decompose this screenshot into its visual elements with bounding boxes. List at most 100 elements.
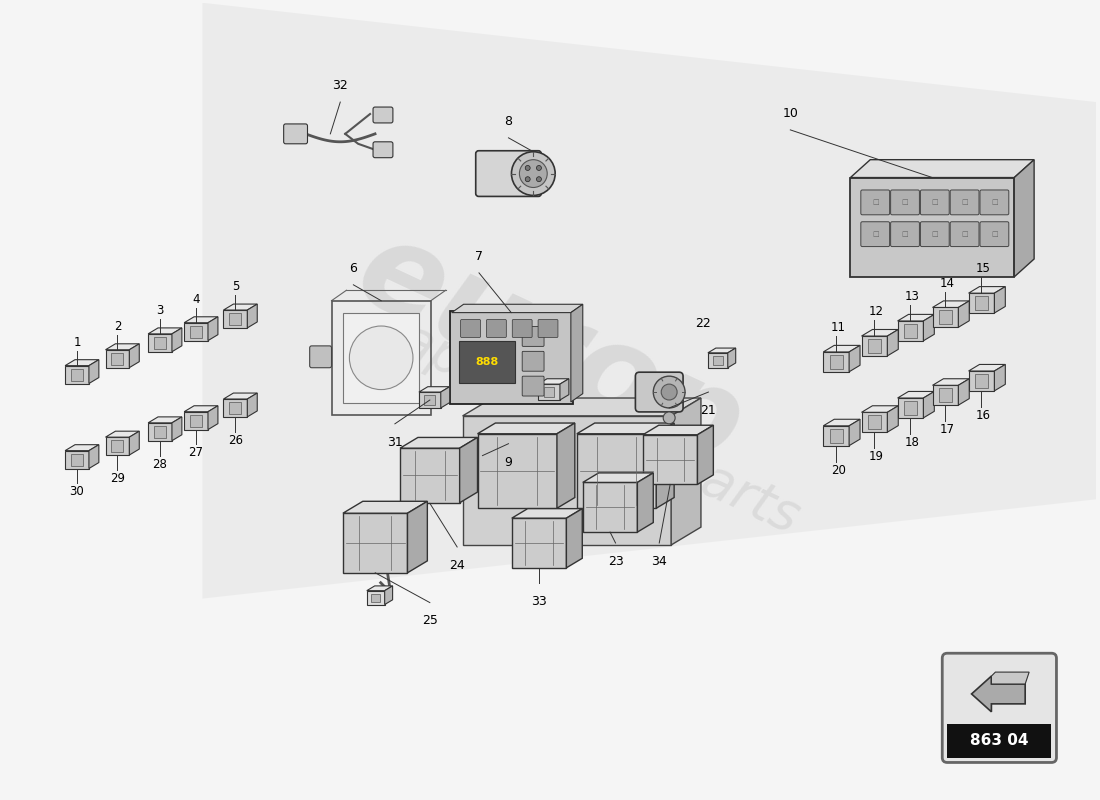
Polygon shape [512, 518, 566, 568]
Text: □: □ [961, 231, 968, 237]
Polygon shape [190, 414, 202, 426]
FancyBboxPatch shape [861, 190, 890, 214]
Polygon shape [248, 393, 257, 417]
Polygon shape [708, 348, 736, 353]
Polygon shape [642, 426, 714, 434]
FancyBboxPatch shape [522, 376, 544, 396]
Polygon shape [642, 434, 697, 485]
Text: 12: 12 [869, 305, 884, 318]
Polygon shape [343, 502, 428, 514]
Text: 29: 29 [110, 472, 125, 485]
Polygon shape [208, 317, 218, 341]
Polygon shape [343, 514, 407, 573]
Polygon shape [248, 304, 257, 328]
Circle shape [661, 384, 678, 400]
Polygon shape [969, 371, 994, 391]
Polygon shape [366, 590, 385, 605]
Polygon shape [958, 301, 969, 327]
Text: 27: 27 [188, 446, 204, 459]
Polygon shape [172, 417, 182, 441]
Circle shape [519, 160, 547, 187]
Polygon shape [923, 391, 934, 418]
Polygon shape [477, 434, 557, 508]
Text: 20: 20 [830, 463, 846, 477]
Text: 1: 1 [74, 336, 80, 349]
FancyBboxPatch shape [522, 351, 544, 371]
Text: 34: 34 [651, 555, 667, 568]
Polygon shape [898, 391, 934, 398]
Text: □: □ [902, 199, 909, 206]
Text: 30: 30 [69, 486, 85, 498]
Text: ©2005: ©2005 [549, 463, 690, 555]
Polygon shape [148, 328, 182, 334]
Polygon shape [184, 406, 218, 412]
Text: □: □ [932, 231, 938, 237]
Polygon shape [991, 672, 1030, 684]
Text: 16: 16 [976, 409, 991, 422]
FancyBboxPatch shape [522, 326, 544, 346]
Circle shape [350, 326, 412, 390]
FancyBboxPatch shape [950, 190, 979, 214]
Text: 8: 8 [505, 115, 513, 128]
Polygon shape [106, 437, 130, 455]
Polygon shape [969, 286, 1005, 293]
Polygon shape [154, 337, 166, 349]
Polygon shape [400, 448, 460, 502]
Text: 22: 22 [695, 318, 711, 330]
Text: 17: 17 [939, 423, 955, 436]
Text: 2: 2 [113, 320, 121, 333]
Polygon shape [65, 445, 99, 450]
Polygon shape [969, 293, 994, 313]
Polygon shape [947, 724, 1052, 758]
Polygon shape [898, 321, 923, 341]
Polygon shape [65, 366, 89, 383]
FancyBboxPatch shape [284, 124, 308, 144]
Polygon shape [1014, 160, 1034, 277]
Polygon shape [728, 348, 736, 368]
FancyBboxPatch shape [450, 310, 573, 404]
Polygon shape [543, 387, 554, 397]
Circle shape [663, 412, 675, 424]
Polygon shape [576, 434, 657, 508]
Polygon shape [571, 304, 583, 402]
FancyBboxPatch shape [459, 342, 515, 383]
Polygon shape [923, 314, 934, 341]
Polygon shape [106, 431, 140, 437]
Polygon shape [566, 509, 582, 568]
Polygon shape [861, 406, 899, 412]
Polygon shape [868, 339, 881, 353]
Polygon shape [861, 412, 888, 432]
Text: □: □ [872, 199, 879, 206]
Polygon shape [933, 301, 969, 307]
Polygon shape [148, 417, 182, 423]
FancyBboxPatch shape [921, 190, 949, 214]
Polygon shape [154, 426, 166, 438]
Polygon shape [111, 440, 123, 452]
Polygon shape [849, 346, 860, 372]
Polygon shape [904, 324, 917, 338]
Polygon shape [933, 378, 969, 386]
Text: 10: 10 [782, 107, 799, 120]
Polygon shape [637, 473, 653, 532]
Polygon shape [89, 360, 99, 383]
Circle shape [537, 177, 541, 182]
Polygon shape [184, 412, 208, 430]
FancyBboxPatch shape [513, 319, 532, 338]
Text: 3: 3 [156, 304, 164, 317]
Text: □: □ [991, 231, 998, 237]
Polygon shape [463, 398, 701, 416]
FancyBboxPatch shape [861, 222, 890, 246]
Text: 19: 19 [869, 450, 884, 463]
Polygon shape [65, 450, 89, 469]
Text: 7: 7 [475, 250, 483, 263]
Polygon shape [557, 423, 575, 508]
Polygon shape [111, 353, 123, 365]
Circle shape [525, 166, 530, 170]
Polygon shape [441, 386, 450, 408]
Polygon shape [697, 426, 714, 485]
Polygon shape [425, 395, 436, 405]
Polygon shape [538, 384, 560, 400]
Text: □: □ [961, 199, 968, 206]
Polygon shape [184, 322, 208, 341]
Polygon shape [868, 415, 881, 429]
